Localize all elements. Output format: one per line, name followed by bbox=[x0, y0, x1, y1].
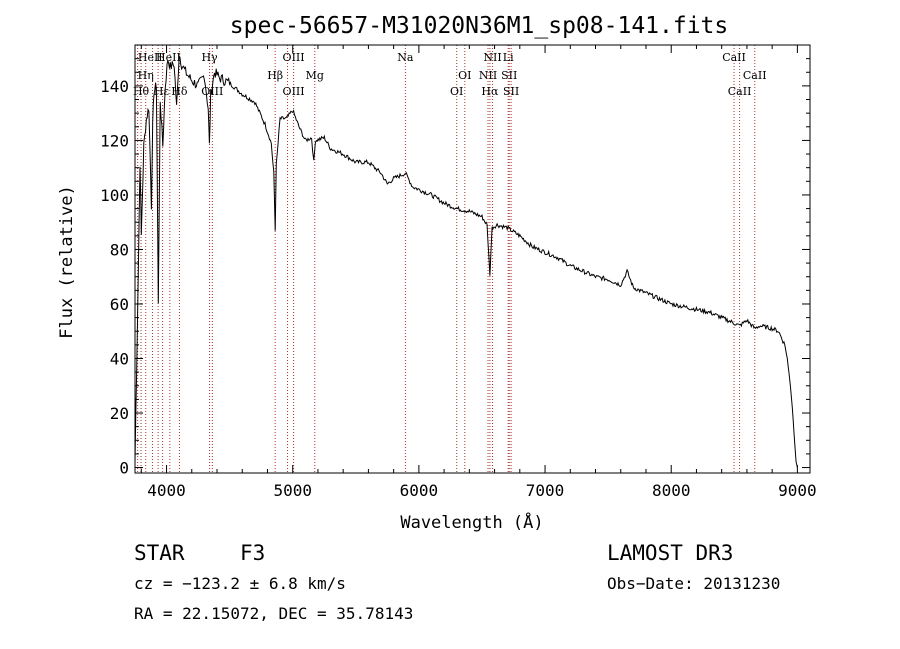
y-tick-label: 140 bbox=[100, 77, 129, 96]
survey-name: LAMOST DR3 bbox=[607, 541, 734, 565]
y-axis: 0 20 40 60 80 100 120 140 bbox=[100, 58, 810, 478]
reference-lines bbox=[137, 45, 756, 473]
line-label: NII bbox=[479, 69, 497, 82]
line-label: CaII bbox=[743, 69, 767, 82]
line-label: Na bbox=[397, 51, 414, 64]
line-label: OI bbox=[450, 85, 463, 98]
y-tick-label: 80 bbox=[110, 240, 129, 259]
y-tick-label: 20 bbox=[110, 404, 129, 423]
y-tick-label: 60 bbox=[110, 295, 129, 314]
line-label: Mg bbox=[306, 69, 324, 82]
line-label: HeII bbox=[138, 51, 163, 64]
x-tick-label: 7000 bbox=[526, 481, 565, 500]
line-label: CaII bbox=[722, 51, 746, 64]
line-label: Hγ bbox=[201, 51, 218, 64]
line-label: OIII bbox=[283, 85, 305, 98]
line-label: OI bbox=[458, 69, 471, 82]
line-label: Li bbox=[503, 51, 514, 64]
x-axis-label: Wavelength (Å) bbox=[400, 511, 543, 533]
object-class: STAR bbox=[134, 541, 185, 565]
line-label: Hβ bbox=[267, 69, 283, 82]
line-label: SII bbox=[501, 69, 517, 82]
plot-frame bbox=[134, 44, 811, 474]
y-tick-label: 40 bbox=[110, 350, 129, 369]
object-subclass: F3 bbox=[240, 541, 266, 565]
y-tick-label: 100 bbox=[100, 186, 129, 205]
line-label: Hθ bbox=[133, 85, 150, 98]
x-tick-label: 5000 bbox=[273, 481, 312, 500]
x-tick-label: 8000 bbox=[652, 481, 691, 500]
line-label: Hδ bbox=[171, 85, 188, 98]
line-label: SII bbox=[503, 85, 519, 98]
line-label: Hα bbox=[481, 85, 499, 98]
line-label: Hη bbox=[138, 69, 154, 82]
y-tick-label: 0 bbox=[119, 459, 129, 478]
line-label: NII bbox=[483, 51, 501, 64]
x-tick-label: 4000 bbox=[147, 481, 186, 500]
y-axis-label: Flux (relative) bbox=[57, 185, 77, 339]
line-label: CaII bbox=[728, 85, 752, 98]
x-axis: 4000 5000 6000 7000 8000 9000 bbox=[140, 45, 817, 500]
chart-title: spec-56657-M31020N36M1_sp08-141.fits bbox=[230, 13, 729, 39]
x-tick-label: 9000 bbox=[778, 481, 817, 500]
redshift-text: cz = −123.2 ± 6.8 km/s bbox=[134, 574, 346, 593]
line-label: HeII bbox=[156, 51, 181, 64]
line-label: OIII bbox=[283, 51, 305, 64]
x-tick-label: 6000 bbox=[400, 481, 439, 500]
coordinates: RA = 22.15072, DEC = 35.78143 bbox=[134, 604, 414, 623]
obs-date: Obs−Date: 20131230 bbox=[607, 574, 781, 593]
spectrum-line bbox=[134, 54, 798, 468]
y-tick-label: 120 bbox=[100, 131, 129, 150]
